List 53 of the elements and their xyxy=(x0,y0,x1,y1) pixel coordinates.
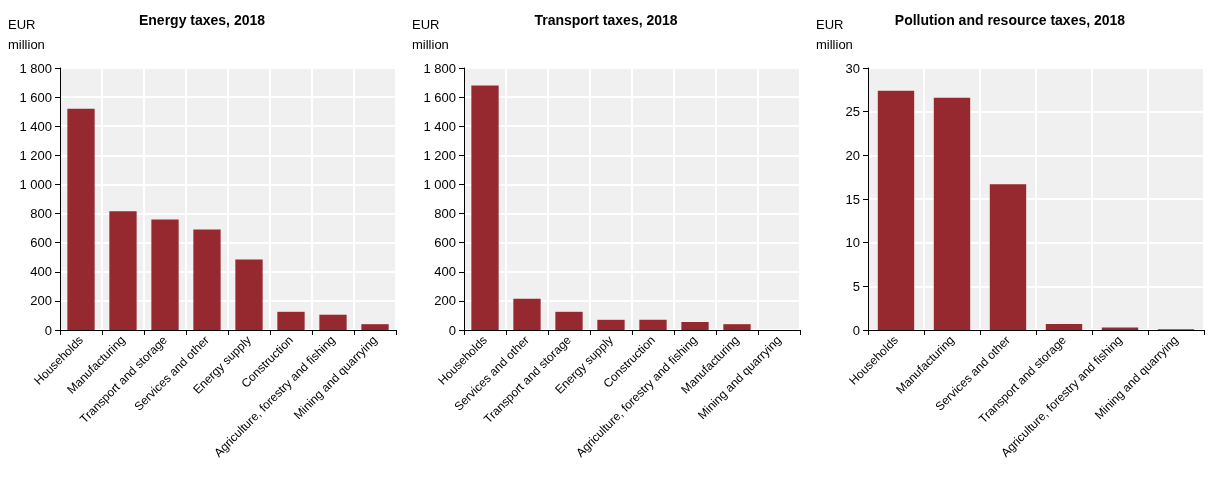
y-tick-label: 600 xyxy=(30,235,52,251)
y-tick-label: 15 xyxy=(845,191,860,207)
y-tick-label: 0 xyxy=(44,322,52,338)
y-tick-label: 600 xyxy=(434,235,456,251)
y-tick-label: 30 xyxy=(845,60,860,76)
bar xyxy=(513,298,541,330)
y-tick-label: 800 xyxy=(30,206,52,222)
bar xyxy=(933,97,971,330)
bar xyxy=(597,319,625,330)
y-tick-label: 1 000 xyxy=(423,176,456,192)
y-tick-label: 1 000 xyxy=(19,176,52,192)
y-tick-label: 1 600 xyxy=(19,89,52,105)
y-tick-label: 400 xyxy=(434,264,456,280)
y-tick-label: 5 xyxy=(852,278,860,294)
y-tick-label: 1 400 xyxy=(423,118,456,134)
bar xyxy=(277,311,305,330)
bar xyxy=(471,85,499,330)
bar xyxy=(639,319,667,330)
bar xyxy=(67,108,95,330)
bar xyxy=(555,311,583,330)
y-tick-label: 0 xyxy=(852,322,860,338)
bar xyxy=(361,324,389,330)
bar xyxy=(235,259,263,330)
y-tick-label: 200 xyxy=(434,293,456,309)
y-tick-label: 1 200 xyxy=(19,147,52,163)
bar xyxy=(989,184,1027,330)
y-tick-label: 1 200 xyxy=(423,147,456,163)
y-tick-label: 0 xyxy=(448,322,456,338)
bar xyxy=(193,229,221,330)
y-tick-label: 400 xyxy=(30,264,52,280)
y-tick-label: 200 xyxy=(30,293,52,309)
y-tick-label: 1 800 xyxy=(19,60,52,76)
bar xyxy=(319,314,347,330)
bar xyxy=(1045,323,1083,330)
y-tick-label: 800 xyxy=(434,206,456,222)
y-tick-label: 1 600 xyxy=(423,89,456,105)
chart-title: Pollution and resource taxes, 2018 xyxy=(894,12,1126,28)
bar xyxy=(1101,327,1139,330)
y-axis-title: EUR million xyxy=(816,16,853,52)
y-tick-label: 20 xyxy=(845,147,860,163)
bar xyxy=(151,219,179,330)
y-tick-label: 25 xyxy=(845,104,860,120)
bar xyxy=(877,90,915,330)
y-tick-label: 10 xyxy=(845,235,860,251)
chart-title: Energy taxes, 2018 xyxy=(138,12,266,28)
y-axis-title: EUR million xyxy=(412,16,449,52)
y-tick-label: 1 800 xyxy=(423,60,456,76)
chart-title: Transport taxes, 2018 xyxy=(534,12,678,28)
y-axis-title: EUR million xyxy=(8,16,45,52)
y-tick-label: 1 400 xyxy=(19,118,52,134)
bar xyxy=(723,324,751,330)
bar xyxy=(109,211,137,330)
bar xyxy=(681,321,709,330)
